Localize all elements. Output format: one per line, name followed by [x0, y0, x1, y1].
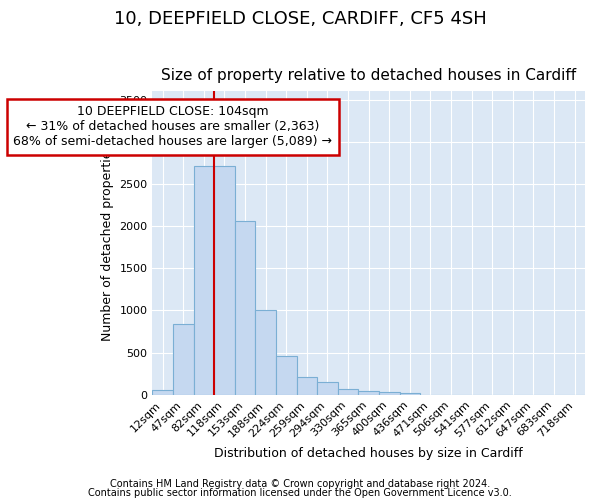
- Bar: [214, 166, 235, 395]
- Text: 10, DEEPFIELD CLOSE, CARDIFF, CF5 4SH: 10, DEEPFIELD CLOSE, CARDIFF, CF5 4SH: [113, 10, 487, 28]
- Bar: [235, 221, 256, 395]
- Bar: [296, 376, 317, 395]
- Bar: [276, 356, 296, 395]
- Y-axis label: Number of detached properties: Number of detached properties: [101, 144, 114, 342]
- Bar: [194, 166, 214, 395]
- Text: Contains public sector information licensed under the Open Government Licence v3: Contains public sector information licen…: [88, 488, 512, 498]
- Bar: [152, 390, 173, 395]
- Text: 10 DEEPFIELD CLOSE: 104sqm
← 31% of detached houses are smaller (2,363)
68% of s: 10 DEEPFIELD CLOSE: 104sqm ← 31% of deta…: [13, 106, 332, 148]
- Bar: [256, 310, 276, 395]
- Bar: [173, 324, 194, 395]
- X-axis label: Distribution of detached houses by size in Cardiff: Distribution of detached houses by size …: [214, 447, 523, 460]
- Bar: [317, 382, 338, 395]
- Title: Size of property relative to detached houses in Cardiff: Size of property relative to detached ho…: [161, 68, 576, 83]
- Text: Contains HM Land Registry data © Crown copyright and database right 2024.: Contains HM Land Registry data © Crown c…: [110, 479, 490, 489]
- Bar: [379, 392, 400, 395]
- Bar: [338, 390, 358, 395]
- Bar: [400, 393, 420, 395]
- Bar: [358, 390, 379, 395]
